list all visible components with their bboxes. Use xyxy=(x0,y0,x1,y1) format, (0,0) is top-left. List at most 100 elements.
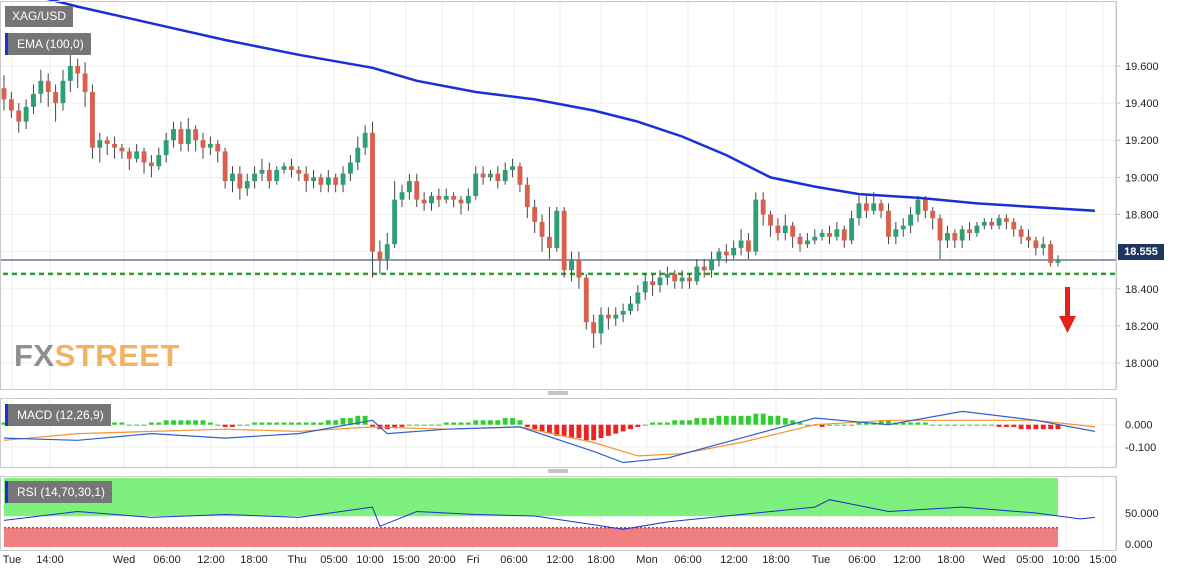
candle-body xyxy=(709,259,715,271)
watermark-street: STREET xyxy=(55,338,180,373)
macd-histogram-bar xyxy=(819,424,825,427)
macd-histogram-bar xyxy=(436,424,442,426)
candle-body xyxy=(797,236,803,245)
macd-histogram-bar xyxy=(738,415,744,425)
candle-body xyxy=(908,214,914,226)
price-y-tick-label: 19.400 xyxy=(1125,98,1159,110)
rsi-y-tick-label: 50.000 xyxy=(1125,508,1159,520)
candle-body xyxy=(871,203,877,211)
rsi-label: RSI (14,70,30,1) xyxy=(17,485,106,499)
x-tick-label: 18:00 xyxy=(240,554,268,566)
candle-body xyxy=(546,236,552,248)
macd-histogram-bar xyxy=(886,420,891,425)
candle-body xyxy=(458,199,464,204)
macd-line xyxy=(3,410,1096,464)
rsi-tag[interactable]: RSI (14,70,30,1) xyxy=(5,481,113,503)
candle-body xyxy=(451,195,457,200)
candle-body xyxy=(650,281,656,286)
macd-histogram-bar xyxy=(782,418,788,425)
candle-body xyxy=(178,129,184,144)
ema-tag[interactable]: EMA (100,0) xyxy=(5,33,91,55)
x-tick-label: 06:00 xyxy=(153,554,181,566)
arrow-head xyxy=(1059,316,1076,333)
macd-histogram-bar xyxy=(679,420,685,425)
candle-body xyxy=(392,199,398,245)
x-tick-label: 18:00 xyxy=(937,554,965,566)
macd-histogram-bar xyxy=(148,422,154,425)
macd-histogram-bar xyxy=(414,424,420,426)
macd-histogram-bar xyxy=(989,424,995,426)
macd-histogram-bar xyxy=(922,422,928,425)
bearish-arrow-icon xyxy=(1059,287,1076,333)
candle-body xyxy=(377,251,383,260)
candle-body xyxy=(657,277,663,286)
candle-body xyxy=(16,110,22,122)
candle-body xyxy=(804,240,810,245)
macd-histogram-bar xyxy=(952,424,958,426)
candle-body xyxy=(347,162,353,174)
candle-body xyxy=(1018,229,1024,237)
candle-body xyxy=(67,65,73,81)
candle-body xyxy=(841,229,847,241)
x-tick-label: 06:00 xyxy=(500,554,528,566)
watermark: FXSTREET xyxy=(14,338,180,373)
macd-histogram-bar xyxy=(134,424,140,426)
rsi-line xyxy=(3,499,1095,530)
candle-body xyxy=(325,177,331,185)
candle-body xyxy=(849,218,855,241)
price-y-tick-label: 19.000 xyxy=(1125,172,1159,184)
macd-histogram-bar xyxy=(473,420,479,425)
x-tick-label: 18:00 xyxy=(762,554,790,566)
macd-histogram-bar xyxy=(753,413,759,425)
macd-histogram-bar xyxy=(613,424,619,434)
candle-body xyxy=(731,247,737,256)
candle-body xyxy=(532,207,538,222)
macd-histogram-bar xyxy=(311,422,316,425)
watermark-text: FXSTREET xyxy=(14,338,180,373)
candle-body xyxy=(878,203,884,211)
candle-body xyxy=(1040,244,1046,248)
x-tick-label: 15:00 xyxy=(392,554,420,566)
candle-body xyxy=(716,251,722,260)
candle-body xyxy=(38,80,44,94)
candle-body xyxy=(399,192,405,200)
macd-histogram-bar xyxy=(112,422,117,425)
macd-histogram-bar xyxy=(790,420,796,425)
macd-histogram-bar xyxy=(687,420,692,425)
macd-histogram-bar xyxy=(156,422,162,425)
price-y-tick-label: 18.800 xyxy=(1125,209,1159,221)
macd-histogram-bar xyxy=(200,420,206,425)
candle-body xyxy=(370,132,375,252)
x-tick-label: 12:00 xyxy=(893,554,921,566)
macd-tag[interactable]: MACD (12,26,9) xyxy=(5,404,111,426)
candle-body xyxy=(746,240,751,252)
candle-body xyxy=(200,140,206,148)
macd-histogram-bar xyxy=(524,424,530,427)
macd-histogram-bar xyxy=(495,420,501,425)
price-panel-frame xyxy=(0,1,1117,390)
instrument-name: XAG/USD xyxy=(12,9,67,23)
macd-histogram-bar xyxy=(274,422,280,425)
macd-histogram-bar xyxy=(207,422,213,425)
candle-body xyxy=(554,210,560,248)
candle-body xyxy=(974,225,980,234)
macd-histogram-bar xyxy=(672,420,678,425)
candle-body xyxy=(222,151,228,182)
macd-histogram-bar xyxy=(340,418,346,425)
macd-histogram-bar xyxy=(937,424,943,426)
macd-histogram-bar xyxy=(539,424,545,432)
x-tick-label: 18:00 xyxy=(587,554,615,566)
candle-body xyxy=(819,233,825,237)
candle-body xyxy=(230,173,235,182)
candle-body xyxy=(620,311,626,315)
candle-body xyxy=(1033,240,1039,248)
ema-label: EMA (100,0) xyxy=(17,37,84,51)
candle-body xyxy=(989,221,995,226)
macd-histogram-bar xyxy=(731,415,737,425)
price-y-tick-label: 18.200 xyxy=(1125,321,1159,333)
macd-histogram-bar xyxy=(532,424,538,430)
candle-body xyxy=(156,155,162,167)
macd-histogram-bar xyxy=(915,422,921,425)
candle-body xyxy=(760,199,766,215)
macd-histogram-bar xyxy=(664,422,670,425)
